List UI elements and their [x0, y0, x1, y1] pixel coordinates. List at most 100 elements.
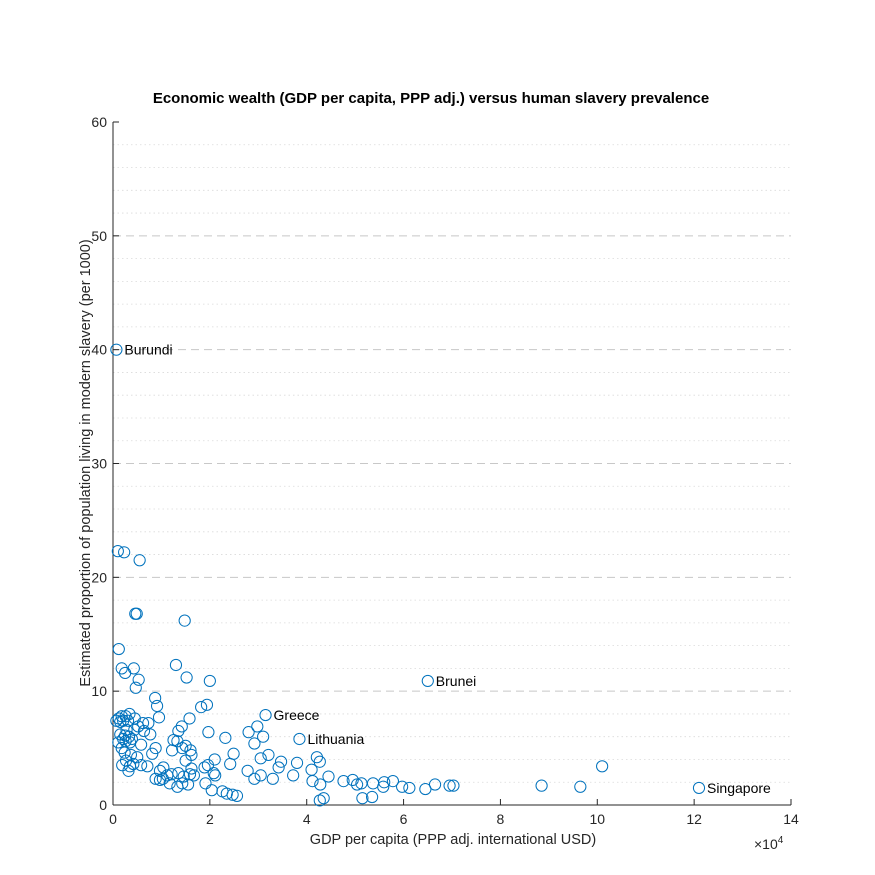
data-point [293, 732, 306, 746]
data-point [428, 778, 442, 791]
data-point [262, 748, 275, 762]
data-point [290, 756, 304, 769]
data-point [207, 767, 220, 780]
data-point [535, 779, 548, 792]
data-point [443, 779, 456, 792]
data-point [198, 761, 211, 774]
data-point [251, 720, 264, 733]
data-point [125, 732, 138, 746]
x-axis-label: GDP per capita (PPP adj. international U… [310, 832, 596, 848]
data-point [314, 778, 327, 791]
data-point [122, 764, 135, 777]
data-point [201, 759, 215, 772]
data-point [115, 662, 128, 675]
data-point [266, 772, 279, 785]
data-point [185, 762, 198, 775]
data-point [195, 701, 208, 714]
x-axis-exponent-base: ×10 [754, 836, 778, 852]
data-point [202, 726, 215, 739]
data-point [248, 737, 261, 750]
data-point [378, 776, 391, 789]
data-point [447, 779, 460, 792]
x-tick-label: 4 [303, 811, 311, 827]
data-point [257, 730, 270, 743]
y-axis-label: Estimated proportion of population livin… [78, 239, 94, 686]
data-point [313, 755, 326, 768]
data-point [596, 760, 609, 773]
data-point [131, 751, 144, 764]
annotation-label: Greece [274, 707, 320, 723]
data-point [203, 674, 216, 688]
data-point [421, 674, 434, 688]
data-point [365, 790, 379, 804]
x-tick-label: 10 [589, 811, 605, 827]
data-point [272, 761, 285, 774]
data-point [169, 658, 183, 672]
data-point [183, 712, 196, 725]
data-point [179, 739, 192, 752]
data-point [377, 780, 390, 793]
data-point [110, 343, 123, 356]
x-tick-label: 0 [109, 811, 117, 827]
annotation-label: Singapore [707, 780, 771, 796]
data-point [165, 744, 179, 757]
data-point [149, 691, 162, 705]
data-point [130, 607, 143, 620]
axes [112, 121, 792, 806]
data-point [248, 772, 261, 785]
data-point [111, 545, 124, 558]
data-point [177, 770, 190, 783]
data-point [118, 546, 131, 559]
data-point [118, 746, 131, 759]
grid-lines [113, 144, 791, 783]
data-point [146, 747, 159, 760]
data-point [242, 726, 255, 739]
data-point [134, 738, 148, 751]
y-tick-label: 60 [91, 114, 107, 130]
data-point [396, 780, 409, 793]
data-point [137, 724, 151, 738]
y-tick-label: 10 [91, 683, 107, 699]
data-point [692, 781, 706, 795]
data-point [403, 781, 416, 795]
data-point [219, 731, 232, 744]
data-point [337, 774, 350, 788]
data-point [254, 752, 267, 765]
data-point [226, 788, 239, 801]
chart-title: Economic wealth (GDP per capita, PPP adj… [153, 90, 709, 107]
data-point [209, 769, 222, 782]
annotation-label: Brunei [436, 673, 476, 689]
y-tick-label: 40 [91, 342, 107, 358]
data-point [313, 794, 326, 807]
data-point [346, 773, 359, 787]
y-tick-label: 0 [99, 797, 107, 813]
data-point [149, 772, 162, 785]
data-point [152, 711, 166, 724]
data-point [322, 770, 335, 783]
x-tick-label: 6 [400, 811, 408, 827]
annotation-label: Burundi [124, 342, 172, 358]
data-point [123, 760, 137, 773]
y-tick-label: 30 [91, 456, 107, 472]
data-point [144, 728, 157, 741]
data-point [179, 754, 192, 767]
data-point [230, 789, 244, 802]
data-point [224, 757, 237, 771]
data-point [181, 778, 195, 791]
data-point [254, 769, 267, 782]
x-tick-label: 2 [206, 811, 214, 827]
x-tick-label: 8 [497, 811, 505, 827]
data-point [306, 774, 319, 788]
data-point [241, 764, 254, 777]
data-point [184, 744, 197, 757]
data-point [386, 774, 400, 788]
data-point [129, 681, 142, 694]
data-point [122, 730, 136, 743]
data-point [180, 671, 193, 684]
x-axis-exponent: ×104 [754, 835, 784, 852]
data-point [187, 769, 200, 782]
data-point [132, 673, 145, 686]
data-point [153, 764, 167, 777]
data-point [199, 777, 212, 790]
